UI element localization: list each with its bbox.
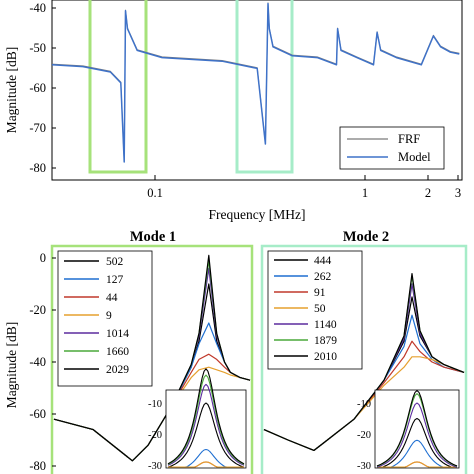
inset-y-tick-label: -30	[148, 461, 162, 472]
series-line-2010	[263, 273, 465, 451]
legend-label: 91	[314, 287, 326, 299]
legend-label: 1879	[314, 335, 337, 347]
inset-lines	[376, 390, 458, 468]
top-y-axis-label: Magnitude [dB]	[4, 47, 19, 134]
mode-1-y-ticks: 0 -20 -40 -60 -80	[29, 251, 56, 473]
mode-2-frame	[260, 244, 468, 474]
top-plot-frame	[51, 0, 463, 181]
series-line-2029	[53, 254, 251, 462]
mode-2-title: Mode 2	[343, 229, 389, 245]
series-line-model	[51, 2, 460, 163]
inset-line-502	[167, 402, 245, 468]
inset-line-2029	[167, 368, 245, 465]
mode-2-lines	[263, 273, 465, 451]
mode-1-inset: -10 -20 -30	[148, 368, 247, 472]
x-tick-label: 2	[425, 186, 431, 200]
mode-1-lines	[53, 254, 251, 462]
legend-label-frf: FRF	[398, 132, 420, 146]
inset-lines	[167, 368, 245, 468]
frf-panel: -40 -50 -60 -70 -80 0.1 1 2 3 Magnitude …	[4, 0, 463, 222]
y-tick-label: 0	[40, 251, 46, 265]
legend-label: 1660	[106, 346, 129, 358]
legend-label: 502	[106, 256, 124, 268]
y-tick-label: -60	[29, 407, 46, 421]
legend-label: 444	[314, 255, 332, 267]
inset-y-tick-label: -10	[148, 399, 162, 410]
legend-label: 9	[106, 310, 112, 322]
legend-label: 2029	[106, 364, 129, 376]
mode-panels: Magnitude [dB] Mode 1 0 -20 -40 -60 -80 …	[4, 229, 468, 474]
mode-1-highlight-box	[88, 0, 148, 174]
top-x-ticks: 0.1 1 2 3	[147, 175, 461, 200]
top-legend: FRF Model	[339, 126, 445, 170]
y-tick-label: -40	[29, 355, 46, 369]
inset-line-1140	[376, 402, 458, 468]
frf-lines	[51, 2, 460, 163]
y-tick-label: -20	[29, 303, 46, 317]
inset-y-tick-label: -20	[148, 430, 162, 441]
mode-1-legend: 502 127 44 9 1014 1660 2029	[57, 250, 153, 387]
top-x-axis-label: Frequency [MHz]	[208, 207, 305, 222]
inset-y-tick-label: -10	[357, 399, 371, 410]
inset-line-2010	[376, 390, 458, 467]
legend-box	[339, 126, 445, 170]
legend-label: 127	[106, 274, 124, 286]
bottom-y-axis-label: Magnitude [dB]	[4, 322, 19, 409]
mode-2-inset: -10 -20 -30	[357, 389, 460, 472]
inset-line-9	[168, 461, 244, 468]
inset-y-tick-label: -20	[357, 430, 371, 441]
inset-line-1660	[167, 374, 245, 465]
y-tick-label: -60	[29, 81, 46, 95]
legend-box	[57, 250, 153, 387]
inset-line-444	[377, 417, 457, 468]
mode-2-legend: 444 262 91 50 1140 1879 2010	[267, 250, 363, 370]
mode-2-highlight-box	[235, 0, 294, 174]
x-tick-label: 1	[362, 186, 368, 200]
legend-label-model: Model	[398, 150, 431, 164]
legend-box	[267, 250, 363, 370]
y-tick-label: -80	[29, 161, 46, 175]
mode-1-title: Mode 1	[130, 229, 176, 245]
legend-label: 2010	[314, 351, 337, 363]
inset-frame	[374, 389, 460, 469]
inset-line-50	[377, 461, 457, 468]
x-tick-label: 3	[455, 186, 461, 200]
legend-label: 262	[314, 271, 332, 283]
y-tick-label: -70	[29, 121, 46, 135]
legend-label: 44	[106, 292, 118, 304]
inset-line-1014	[167, 383, 245, 466]
y-tick-label: -50	[29, 41, 46, 55]
mode-1-frame	[50, 244, 254, 474]
top-y-ticks: -40 -50 -60 -70 -80	[29, 1, 56, 175]
y-tick-label: -80	[29, 459, 46, 473]
x-tick-label: 0.1	[147, 186, 163, 200]
legend-label: 1014	[106, 328, 129, 340]
legend-label: 1140	[314, 319, 337, 331]
inset-y-tick-label: -30	[357, 461, 371, 472]
y-tick-label: -40	[29, 1, 46, 15]
legend-label: 50	[314, 303, 326, 315]
